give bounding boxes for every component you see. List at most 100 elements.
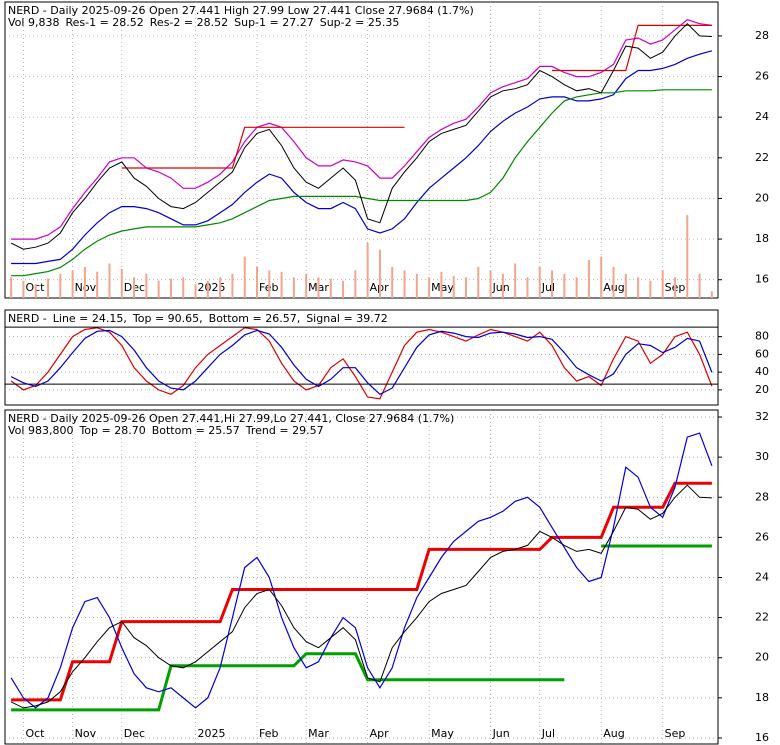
- volume-bar: [133, 277, 136, 298]
- volume-bar: [329, 278, 332, 298]
- volume-bar: [219, 277, 222, 298]
- series-line: [10, 329, 713, 396]
- volume-bar: [83, 266, 86, 298]
- volume-bar: [551, 270, 554, 298]
- volume-bar: [575, 277, 578, 298]
- y-tick-label: 22: [755, 151, 769, 164]
- volume-bar: [489, 270, 492, 298]
- volume-bar: [428, 277, 431, 298]
- volume-bar: [108, 263, 111, 298]
- y-tick-label: 32: [755, 410, 769, 423]
- series-line: [11, 19, 712, 240]
- volume-bar: [231, 273, 234, 298]
- x-tick-label: May: [431, 281, 454, 294]
- x-tick-label: Jun: [492, 727, 510, 740]
- x-tick-label: May: [431, 727, 454, 740]
- volume-bar: [378, 249, 381, 298]
- volume-bar: [366, 242, 369, 298]
- price-line: [10, 22, 712, 250]
- volume-bar: [342, 280, 345, 298]
- series-line: [11, 544, 712, 712]
- volume-bar: [354, 270, 357, 298]
- volume-bar: [317, 277, 320, 298]
- volume-bar: [514, 263, 517, 298]
- y-tick-label: 26: [755, 530, 769, 543]
- volume-bar: [477, 266, 480, 298]
- series-line: [11, 89, 712, 277]
- x-tick-label: Feb: [259, 727, 278, 740]
- y-tick-label: 60: [755, 347, 769, 360]
- volume-bar: [280, 271, 283, 298]
- volume-bar: [661, 270, 664, 298]
- x-tick-label: Sep: [665, 727, 686, 740]
- header-title: NERD - Daily 2025-09-26 Open 27.441,Hi 2…: [8, 412, 454, 425]
- x-tick-label: Jun: [492, 281, 510, 294]
- legend-entry: Top = 28.70: [78, 424, 145, 437]
- volume-bar: [415, 273, 418, 298]
- volume-label: Vol 9,838: [8, 16, 59, 29]
- price-line: [10, 484, 712, 709]
- volume-bar: [206, 280, 209, 298]
- y-tick-label: 16: [755, 273, 769, 286]
- y-tick-label: 16: [755, 731, 769, 744]
- panel-frame: [4, 409, 719, 745]
- volume-bar: [587, 260, 590, 298]
- volume-bar: [464, 277, 467, 298]
- volume-bar: [47, 278, 50, 298]
- volume-bar: [526, 277, 529, 298]
- volume-bar: [34, 284, 37, 298]
- y-tick-label: 20: [755, 651, 769, 664]
- y-tick-label: 22: [755, 611, 769, 624]
- volume-label: Vol 983,800: [8, 424, 73, 437]
- y-tick-label: 40: [755, 365, 769, 378]
- volume-bar: [440, 271, 443, 298]
- legend-entry: Sup-1 = 27.27: [234, 16, 314, 29]
- y-tick-label: 28: [755, 29, 769, 42]
- header-title: NERD - Daily 2025-09-26 Open 27.441 High…: [8, 4, 474, 17]
- legend-entry: Bottom = 25.57: [152, 424, 240, 437]
- x-tick-label: Apr: [370, 727, 390, 740]
- legend-entry: Top = 90.65,: [132, 312, 203, 325]
- volume-bar: [169, 278, 172, 298]
- series-line: [10, 327, 713, 400]
- y-tick-label: 20: [755, 383, 769, 396]
- volume-bar: [624, 273, 627, 298]
- y-tick-label: 20: [755, 191, 769, 204]
- x-tick-label: Nov: [75, 727, 97, 740]
- volume-bar: [10, 277, 13, 298]
- y-tick-label: 80: [755, 330, 769, 343]
- y-tick-label: 18: [755, 691, 769, 704]
- header-title: NERD -: [8, 312, 47, 325]
- volume-bar: [600, 256, 603, 298]
- volume-bar: [538, 266, 541, 298]
- y-tick-label: 26: [755, 70, 769, 83]
- volume-bar: [71, 270, 74, 298]
- volume-bar: [403, 270, 406, 298]
- volume-bar: [686, 215, 689, 298]
- legend-entry: Signal = 39.72: [306, 312, 388, 325]
- volume-bar: [391, 266, 394, 298]
- volume-bar: [649, 280, 652, 298]
- volume-bar: [305, 273, 308, 298]
- panel-frame: [4, 1, 719, 299]
- x-tick-label: Jul: [541, 727, 555, 740]
- volume-bar: [96, 271, 99, 298]
- legend-entry: Res-1 = 28.52: [65, 16, 143, 29]
- volume-bar: [194, 284, 197, 298]
- y-tick-label: 30: [755, 450, 769, 463]
- legend-entry: Bottom = 26.57,: [209, 312, 301, 325]
- volume-bar: [243, 256, 246, 298]
- series-line: [11, 50, 713, 265]
- y-tick-label: 24: [755, 571, 769, 584]
- volume-bar: [637, 277, 640, 298]
- volume-bar: [673, 277, 676, 298]
- volume-bar: [157, 280, 160, 298]
- series-line: [10, 432, 713, 709]
- volume-bar: [120, 268, 123, 298]
- volume-bar: [256, 266, 259, 298]
- volume-bar: [292, 277, 295, 298]
- x-tick-label: 2025: [198, 281, 226, 294]
- x-tick-label: Aug: [603, 727, 624, 740]
- legend-entry: Res-2 = 28.52: [150, 16, 228, 29]
